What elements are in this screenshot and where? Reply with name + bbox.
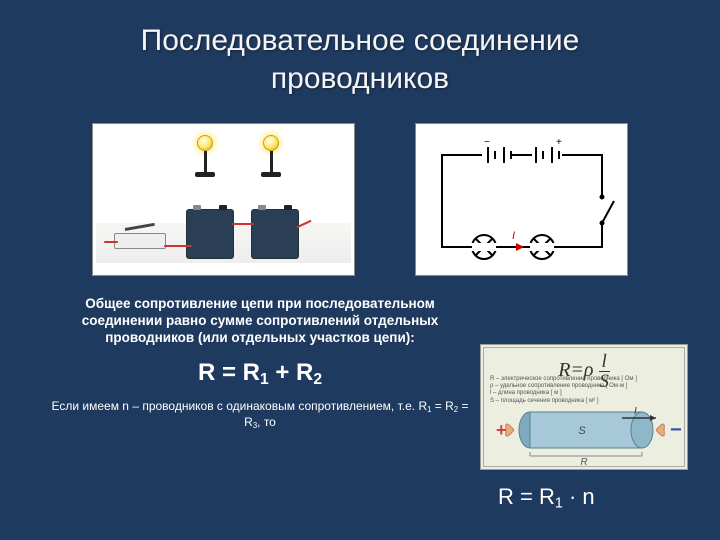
svg-text:−: − (484, 137, 490, 148)
switch-icon (114, 233, 166, 249)
svg-text:I: I (634, 406, 637, 417)
n-formula: R = R1 · n (498, 484, 595, 512)
svg-text:S: S (578, 425, 586, 437)
conductor-cylinder-icon: S + − I R (484, 396, 686, 466)
image-row: − + (0, 123, 720, 276)
physical-circuit-frame (92, 123, 355, 276)
svg-text:−: − (670, 419, 682, 441)
explanation-text: Общее сопротивление цепи при последовате… (50, 296, 470, 347)
lamp-icon (262, 135, 280, 177)
schematic-image: − + (419, 127, 624, 272)
svg-text:+: + (496, 420, 507, 440)
lamp-icon (196, 135, 214, 177)
svg-text:R: R (580, 457, 587, 466)
slide-title: Последовательное соединение проводников (0, 0, 720, 97)
title-l2: проводников (271, 62, 449, 95)
title-l1: Последовательное соединение (141, 24, 580, 57)
main-formula: R = R1 + R2 (50, 359, 470, 389)
n-conductors-note: Если имеем n – проводников с одинаковым … (50, 399, 470, 431)
svg-text:I: I (512, 230, 515, 242)
battery-icon (251, 209, 299, 259)
svg-text:+: + (556, 137, 562, 148)
battery-icon (186, 209, 234, 259)
physical-circuit-image (96, 127, 351, 267)
resistivity-panel: R=ρ l S R – электрическое сопротивление … (480, 344, 688, 470)
schematic-frame: − + (415, 123, 628, 276)
